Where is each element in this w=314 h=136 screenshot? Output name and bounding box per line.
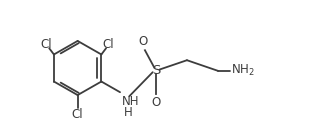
Text: O: O (151, 96, 160, 109)
Text: Cl: Cl (103, 38, 115, 51)
Text: NH: NH (122, 95, 139, 108)
Text: S: S (152, 64, 160, 77)
Text: Cl: Cl (41, 38, 52, 51)
Text: NH$_2$: NH$_2$ (230, 63, 254, 78)
Text: Cl: Cl (72, 108, 84, 121)
Text: O: O (139, 35, 148, 48)
Text: H: H (123, 106, 132, 118)
